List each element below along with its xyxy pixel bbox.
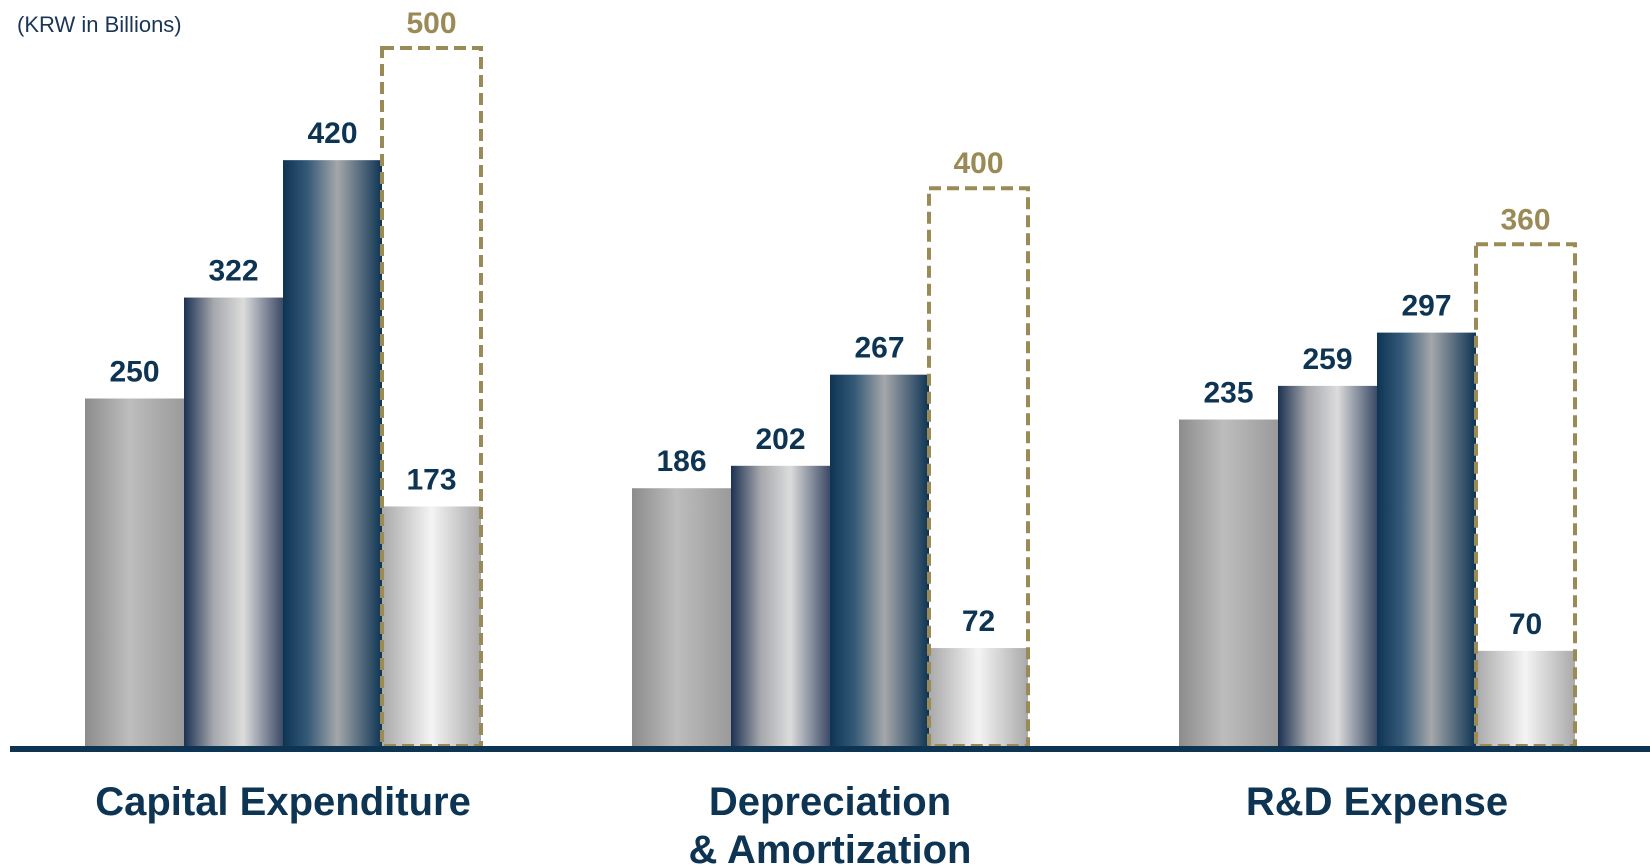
category-label-1-0: Depreciation	[709, 780, 951, 824]
bar-2-0	[1179, 419, 1278, 749]
target-label-0: 500	[406, 7, 456, 40]
unit-label: (KRW in Billions)	[17, 12, 182, 37]
target-label-1: 400	[953, 147, 1003, 180]
bar-0-3	[382, 506, 481, 749]
bar-1-3	[929, 648, 1028, 749]
value-label-1-2: 267	[854, 332, 904, 365]
value-label-1-1: 202	[755, 423, 805, 456]
category-label-1-1: & Amortization	[689, 828, 972, 866]
value-label-2-1: 259	[1302, 343, 1352, 376]
bar-2-2	[1377, 332, 1476, 749]
value-label-0-0: 250	[109, 356, 159, 389]
value-label-0-3: 173	[406, 463, 456, 496]
value-label-0-1: 322	[208, 255, 258, 288]
value-label-2-0: 235	[1203, 377, 1253, 410]
value-label-2-2: 297	[1401, 290, 1451, 323]
bar-2-3	[1476, 650, 1575, 749]
category-label-2-0: R&D Expense	[1246, 780, 1508, 824]
value-label-1-3: 72	[962, 605, 995, 638]
bar-1-2	[830, 374, 929, 749]
value-label-0-2: 420	[307, 117, 357, 150]
bar-0-2	[283, 160, 382, 749]
bar-1-1	[731, 465, 830, 749]
bar-2-1	[1278, 385, 1377, 749]
value-label-1-0: 186	[656, 445, 706, 478]
bar-0-0	[85, 398, 184, 749]
bar-0-1	[184, 297, 283, 749]
bar-1-0	[632, 488, 731, 749]
target-label-2: 360	[1500, 203, 1550, 236]
value-label-2-3: 70	[1509, 608, 1542, 641]
category-label-0-0: Capital Expenditure	[95, 780, 471, 824]
